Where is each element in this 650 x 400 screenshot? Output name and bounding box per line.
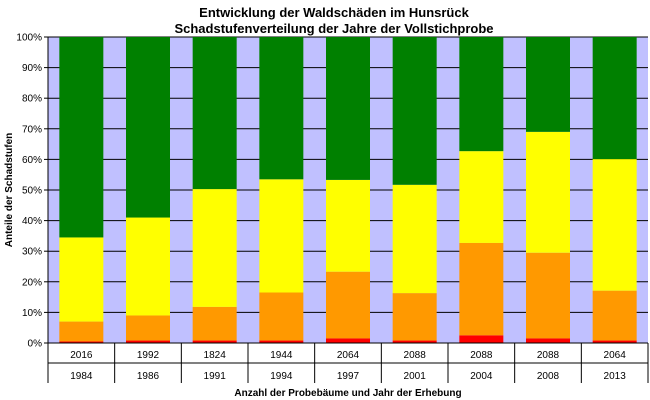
y-tick-label: 60% [22,155,42,166]
bar-segment [192,189,237,307]
y-axis-label: Anteile der Schadstufen [4,133,15,247]
bar-segment [392,293,437,341]
bar-segment [392,37,437,185]
x-tick-label: 1986 [137,371,160,382]
x-tick-label: 2013 [604,371,627,382]
y-tick-label: 100% [16,33,42,44]
y-tick-label: 30% [22,247,42,258]
x-tick-label: 1984 [70,371,93,382]
bar-segment [459,335,504,343]
bar-segment [126,217,170,316]
x-axis-label: Anzahl der Probebäume und Jahr der Erheb… [234,388,461,399]
bar-segment [392,340,437,343]
bar-segment [526,131,570,253]
chart-subtitle: Schadstufenverteilung der Jahre der Voll… [174,21,493,36]
x-tick-label: 1997 [337,371,360,382]
bar-segment [592,340,637,343]
bar-segment [59,237,104,322]
y-tick-label: 10% [22,308,42,319]
bar-segment [592,159,637,291]
bar-segment [526,252,570,339]
bar-segment [59,321,104,342]
y-tick-label: 40% [22,216,42,227]
sample-count-label: 2088 [404,350,427,361]
bar-segment [192,340,237,343]
x-tick-label: 2008 [537,371,560,382]
bar-segment [126,37,170,218]
bar-segment [526,37,570,132]
y-tick-label: 80% [22,94,42,105]
sample-count-label: 2088 [537,350,560,361]
bar-segment [126,340,170,343]
bar-segment [459,37,504,152]
x-tick-label: 1991 [204,371,227,382]
sample-count-label: 2016 [70,350,93,361]
bar-segment [459,242,504,336]
bar-segment [326,271,370,339]
bar-segment [259,340,304,343]
sample-count-label: 1992 [137,350,160,361]
sample-count-label: 2064 [337,350,360,361]
bar-segment [392,184,437,294]
y-tick-label: 70% [22,124,42,135]
bar-segment [326,179,370,272]
x-tick-label: 2004 [470,371,493,382]
chart-title: Entwicklung der Waldschäden im Hunsrück [199,5,469,20]
bar-segment [192,306,237,341]
y-tick-label: 0% [28,339,43,350]
sample-count-label: 1944 [270,350,293,361]
bar-segment [259,37,304,180]
bar-segment [59,37,104,238]
bar-segment [526,338,570,343]
bar-segment [326,338,370,343]
sample-count-label: 1824 [204,350,227,361]
sample-count-label: 2088 [470,350,493,361]
x-tick-label: 2001 [404,371,427,382]
bar-segment [192,37,237,190]
bar-segment [259,179,304,293]
y-tick-label: 20% [22,277,42,288]
bar-segment [592,37,637,160]
x-tick-label: 1994 [270,371,293,382]
bar-segment [59,341,104,343]
bar-segment [259,292,304,341]
bar-segment [459,151,504,243]
bar-segment [592,290,637,341]
y-tick-label: 50% [22,186,42,197]
bar-segment [126,315,170,341]
y-tick-label: 90% [22,63,42,74]
bar-segment [326,37,370,180]
sample-count-label: 2064 [604,350,627,361]
